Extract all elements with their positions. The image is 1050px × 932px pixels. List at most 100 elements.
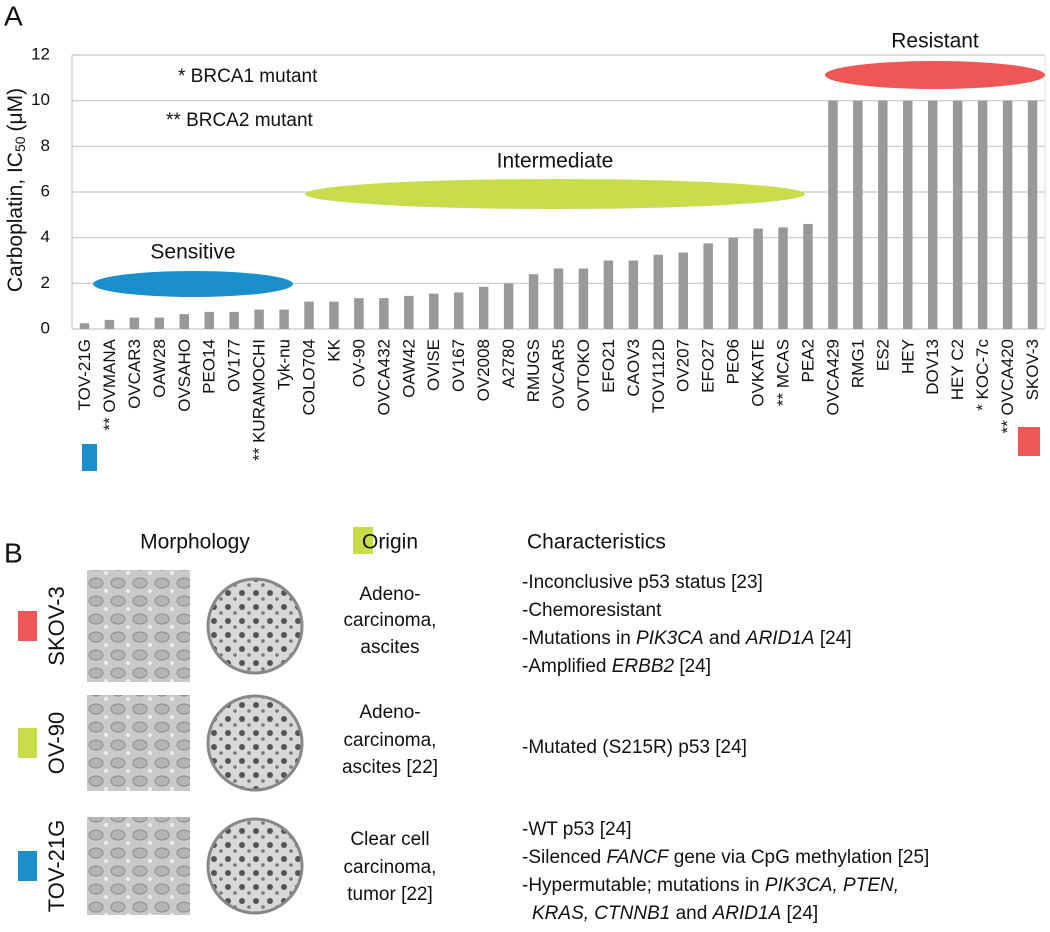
bar bbox=[279, 309, 289, 329]
x-tick-label: KK bbox=[324, 338, 343, 361]
characteristic: -Hypermutable; mutations in PIK3CA, PTEN… bbox=[522, 875, 899, 896]
x-tick-label: OAW42 bbox=[399, 339, 418, 398]
characteristic-part: gene via CpG methylation [25] bbox=[668, 847, 929, 868]
origin-line: Adeno- bbox=[359, 702, 420, 723]
cell-line-table: Morphology Origin Characteristics SKOV-3 Ade… bbox=[18, 531, 929, 924]
characteristic-part: -WT p53 [24] bbox=[522, 819, 631, 840]
characteristic-part: [24] bbox=[815, 628, 852, 649]
x-tick-label: EFO21 bbox=[599, 339, 618, 393]
bar bbox=[903, 100, 913, 330]
characteristic-part: -Inconclusive p53 status [23] bbox=[522, 572, 763, 593]
bar bbox=[1002, 100, 1013, 330]
x-tick-label: * KOC-7c bbox=[973, 339, 992, 411]
characteristic-part: [24] bbox=[781, 903, 818, 924]
row-color bbox=[18, 728, 37, 758]
characteristic: -Silenced FANCF gene via CpG methylation… bbox=[522, 847, 929, 868]
row-label: OV-90 bbox=[44, 712, 69, 774]
x-tick-label: PEO14 bbox=[200, 339, 219, 394]
characteristic-part: -Silenced bbox=[522, 847, 607, 868]
characteristic-part: ARID1A bbox=[712, 903, 782, 924]
bar bbox=[354, 298, 364, 329]
characteristic-part: PIK3CA bbox=[636, 628, 704, 649]
characteristic-part: and bbox=[704, 628, 746, 649]
row-label: SKOV-3 bbox=[44, 586, 69, 665]
characteristic-part: -Mutated (S215R) p53 [24] bbox=[522, 737, 747, 758]
colony-dish bbox=[206, 577, 304, 675]
x-tick-label: OV2008 bbox=[474, 339, 493, 401]
column-header: Origin bbox=[362, 531, 418, 554]
bar bbox=[703, 243, 713, 329]
bar bbox=[678, 252, 688, 329]
x-tick-label: HEY C2 bbox=[948, 339, 967, 400]
panel-label: A bbox=[4, 0, 23, 31]
x-tick-label: ** MCAS bbox=[774, 339, 793, 406]
x-tick-label: RMUGS bbox=[524, 339, 543, 402]
bar bbox=[1027, 100, 1038, 330]
x-tick-label: Tyk-nu bbox=[275, 339, 294, 390]
origin-line: carcinoma, bbox=[344, 730, 437, 751]
x-tick-label: RMG1 bbox=[848, 339, 867, 388]
x-tick-label: OVSAHO bbox=[175, 339, 194, 412]
y-tick-label: 0 bbox=[41, 318, 50, 337]
y-tick-label: 6 bbox=[41, 181, 50, 200]
x-tick-label: PEO6 bbox=[724, 339, 743, 384]
bar bbox=[803, 223, 813, 329]
characteristic: -Amplified ERBB2 [24] bbox=[522, 656, 711, 677]
y-tick-label: 8 bbox=[41, 136, 50, 155]
note: * BRCA1 mutant bbox=[178, 66, 318, 87]
group-ellipse bbox=[825, 61, 1045, 89]
x-tick-label: OV167 bbox=[449, 339, 468, 392]
bar bbox=[778, 227, 788, 329]
bar bbox=[204, 311, 214, 329]
bar bbox=[828, 100, 838, 330]
origin-line: ascites [22] bbox=[342, 757, 438, 778]
colony-dish bbox=[206, 694, 304, 792]
y-label-sub: 50 bbox=[12, 136, 28, 152]
x-tick-label: COLO704 bbox=[299, 339, 318, 416]
x-tick-label: TOV112D bbox=[649, 339, 668, 413]
bar bbox=[129, 317, 140, 329]
row-color bbox=[18, 851, 37, 881]
x-tick-label: EFO27 bbox=[699, 339, 718, 393]
panel-label: B bbox=[4, 537, 23, 568]
x-tick-label: OVKATE bbox=[749, 339, 768, 407]
bar bbox=[603, 260, 614, 329]
note: ** BRCA2 mutant bbox=[166, 110, 314, 131]
x-tick-label: OV207 bbox=[674, 339, 693, 392]
column-header: Characteristics bbox=[527, 531, 666, 554]
bar bbox=[154, 317, 165, 329]
y-tick-label: 10 bbox=[31, 90, 50, 109]
bar bbox=[927, 100, 938, 330]
origin-line: Clear cell bbox=[350, 829, 429, 850]
bar bbox=[653, 254, 664, 329]
x-tick-label: A2780 bbox=[499, 339, 518, 388]
x-tick-label: ** KURAMOCHI bbox=[250, 339, 269, 461]
bar bbox=[404, 295, 414, 329]
group-label: Sensitive bbox=[150, 241, 235, 264]
x-tick-label: ** OVCA420 bbox=[998, 339, 1017, 434]
characteristic: -Inconclusive p53 status [23] bbox=[522, 572, 763, 593]
row-color bbox=[18, 611, 37, 641]
origin-line: carcinoma, bbox=[344, 857, 437, 878]
bar bbox=[952, 100, 963, 330]
x-tick-label: OVCAR3 bbox=[125, 339, 144, 409]
colony-dish bbox=[206, 817, 304, 915]
y-tick-label: 12 bbox=[31, 44, 50, 63]
bar bbox=[578, 268, 589, 329]
bar bbox=[304, 301, 314, 329]
bar bbox=[254, 309, 264, 329]
y-label-unit: (μM) bbox=[4, 88, 27, 132]
x-tick-label: OVCAR5 bbox=[549, 339, 568, 409]
characteristic-part: FANCF bbox=[607, 847, 670, 868]
group-marker bbox=[82, 444, 97, 471]
characteristic: KRAS, CTNNB1 and ARID1A [24] bbox=[532, 903, 818, 924]
characteristic: -Chemoresistant bbox=[522, 600, 662, 621]
x-tick-label: OV-90 bbox=[349, 339, 368, 387]
group-label: Intermediate bbox=[497, 150, 614, 173]
characteristic-part: -Chemoresistant bbox=[522, 600, 662, 621]
bar bbox=[628, 260, 639, 329]
x-tick-label: ** OVMANA bbox=[100, 338, 119, 430]
origin-line: carcinoma, bbox=[344, 610, 437, 631]
y-tick-label: 2 bbox=[41, 273, 50, 292]
